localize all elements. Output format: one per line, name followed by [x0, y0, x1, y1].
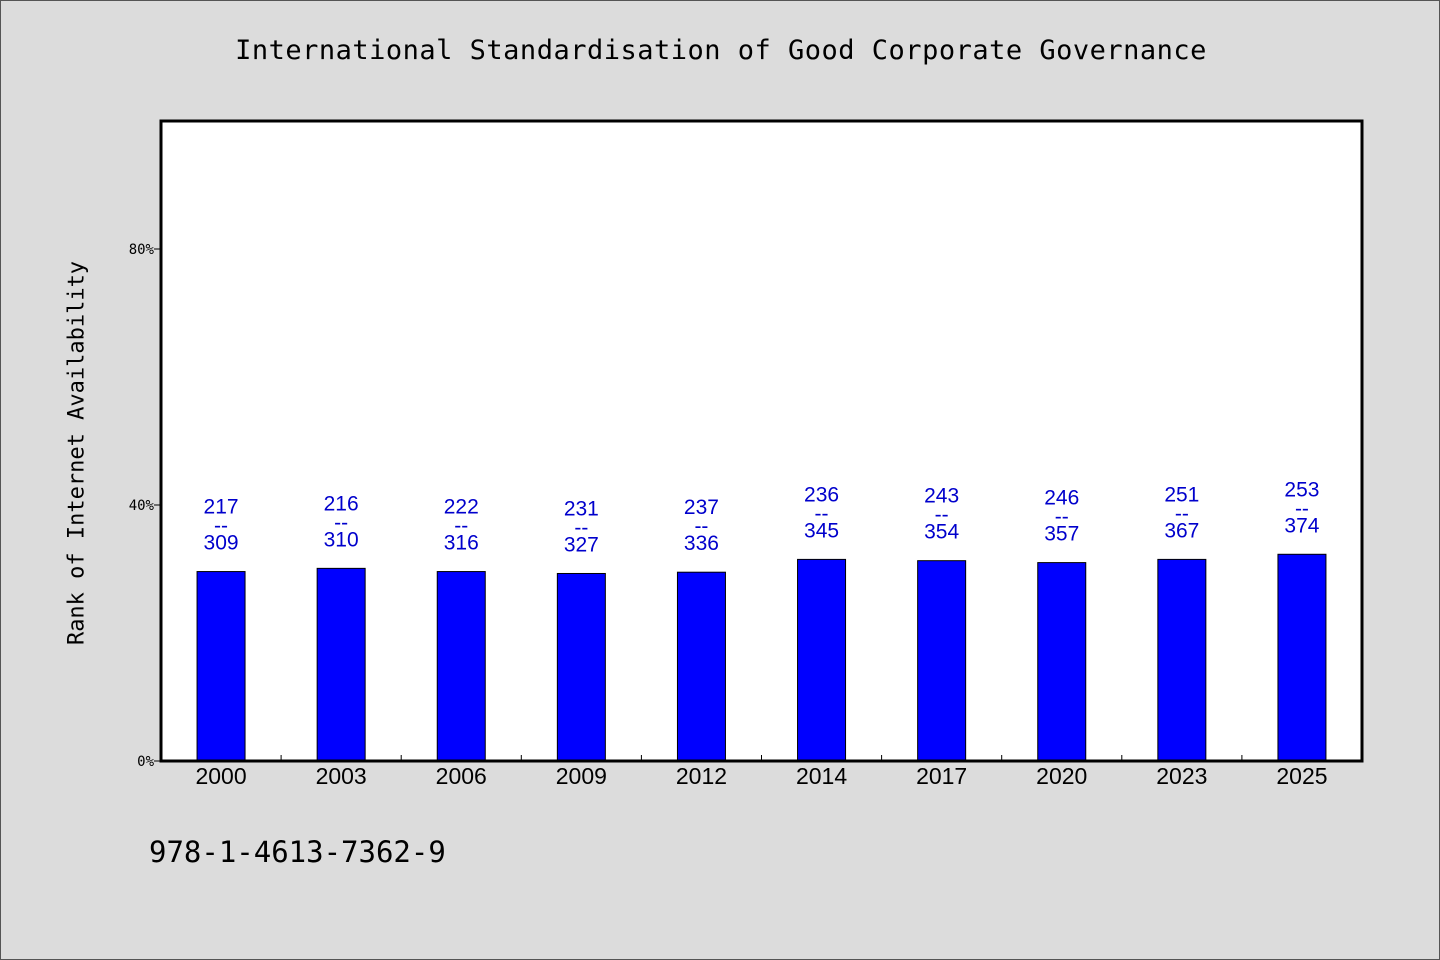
data-label-bottom: 336	[684, 532, 719, 555]
data-label-separator: --	[1055, 506, 1069, 529]
data-label-top: 231	[564, 497, 599, 520]
data-label-top: 243	[924, 485, 959, 508]
x-tick-label: 2020	[1036, 763, 1087, 789]
bar	[316, 567, 366, 762]
bar	[556, 572, 606, 762]
bar	[436, 571, 486, 762]
data-label-bottom: 310	[324, 528, 359, 551]
data-label-bottom: 354	[924, 521, 959, 544]
bar	[1037, 562, 1087, 762]
data-label-separator: --	[1175, 502, 1189, 525]
data-label-bottom: 374	[1284, 514, 1319, 537]
x-tick-label: 2025	[1276, 763, 1327, 789]
data-label-top: 251	[1164, 483, 1199, 506]
data-label-bottom: 316	[444, 532, 479, 555]
x-tick-label: 2017	[916, 763, 967, 789]
data-label-separator: --	[815, 502, 829, 525]
x-axis: 2000 2003 2006 2009 2012 2014 2017 2020 2023 2025	[195, 755, 1328, 789]
x-tick-label: 2023	[1156, 763, 1207, 789]
data-label-top: 222	[444, 496, 479, 519]
chart-title: International Standardisation of Good Co…	[235, 35, 1207, 66]
y-axis: 0% 40% 80%	[129, 242, 161, 770]
bars-group	[196, 553, 1327, 762]
bar	[1277, 553, 1327, 762]
y-tick-label: 40%	[129, 498, 155, 514]
data-label-top: 216	[324, 492, 359, 515]
data-label-bottom: 345	[804, 519, 839, 542]
data-label-separator: --	[454, 515, 468, 538]
data-label-separator: --	[935, 504, 949, 527]
data-label-bottom: 309	[204, 532, 239, 555]
x-tick-label: 2006	[436, 763, 487, 789]
isbn-footnote: 978-1-4613-7362-9	[149, 835, 446, 869]
y-tick-label: 80%	[129, 242, 155, 258]
x-tick-label: 2003	[316, 763, 367, 789]
data-label-bottom: 367	[1164, 519, 1199, 542]
data-label-top: 217	[204, 496, 239, 519]
bar	[676, 571, 726, 762]
data-label-top: 253	[1284, 478, 1319, 501]
bar	[196, 571, 246, 762]
data-label-bottom: 327	[564, 533, 599, 556]
x-tick-label: 2014	[796, 763, 847, 789]
x-tick-label: 2012	[676, 763, 727, 789]
data-label-top: 237	[684, 496, 719, 519]
data-label-separator: --	[214, 515, 228, 538]
data-label-separator: --	[694, 515, 708, 538]
data-labels-group: 309--217310--216316--222327--231336--237…	[204, 478, 1320, 556]
data-label-top: 246	[1044, 487, 1079, 510]
data-label-separator: --	[334, 511, 348, 534]
data-label-separator: --	[1295, 497, 1309, 520]
data-label-top: 236	[804, 483, 839, 506]
plot-frame	[159, 119, 1364, 763]
data-label-separator: --	[574, 516, 588, 539]
bar	[797, 558, 847, 762]
data-label-bottom: 357	[1044, 523, 1079, 546]
y-tick-label: 0%	[137, 754, 154, 770]
bar	[917, 560, 967, 762]
x-tick-label: 2009	[556, 763, 607, 789]
bar	[1157, 558, 1207, 762]
x-tick-label: 2000	[195, 763, 246, 789]
